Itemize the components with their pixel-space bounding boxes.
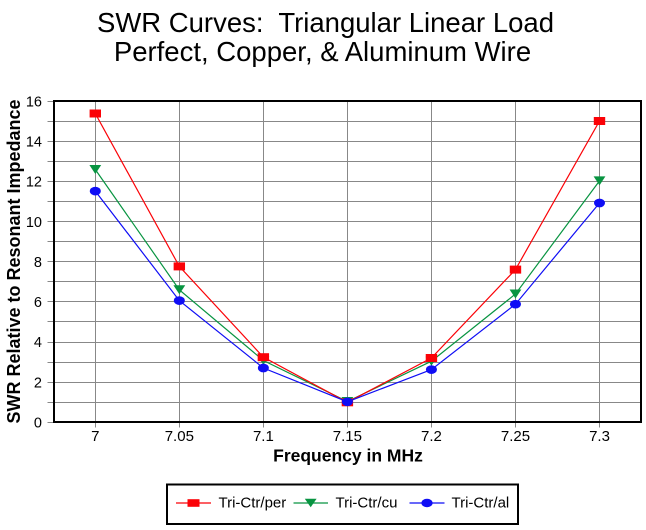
- svg-text:7: 7: [91, 428, 99, 445]
- svg-text:7.15: 7.15: [333, 428, 362, 445]
- svg-text:8: 8: [34, 255, 42, 271]
- svg-text:2: 2: [34, 375, 42, 391]
- svg-text:7.05: 7.05: [165, 428, 194, 445]
- svg-text:Tri-Ctr/al: Tri-Ctr/al: [452, 495, 510, 512]
- svg-text:SWR Relative to Resonant Imped: SWR Relative to Resonant Impedance: [4, 99, 24, 423]
- svg-text:Tri-Ctr/cu: Tri-Ctr/cu: [336, 495, 398, 512]
- svg-text:7.25: 7.25: [501, 428, 530, 445]
- svg-text:14: 14: [26, 135, 42, 151]
- svg-text:0: 0: [34, 415, 42, 431]
- svg-text:7.2: 7.2: [421, 428, 442, 445]
- svg-text:Perfect, Copper, & Aluminum Wi: Perfect, Copper, & Aluminum Wire: [114, 36, 531, 67]
- svg-text:10: 10: [26, 215, 42, 231]
- svg-text:4: 4: [34, 335, 42, 351]
- svg-text:12: 12: [26, 175, 42, 191]
- svg-text:SWR Curves: Triangular Linear: SWR Curves: Triangular Linear Load: [97, 7, 554, 38]
- svg-text:6: 6: [34, 295, 42, 311]
- svg-text:16: 16: [26, 94, 42, 110]
- svg-text:Frequency in MHz: Frequency in MHz: [273, 446, 423, 466]
- svg-text:7.1: 7.1: [253, 428, 274, 445]
- svg-text:7.3: 7.3: [589, 428, 610, 445]
- svg-text:Tri-Ctr/per: Tri-Ctr/per: [219, 495, 287, 512]
